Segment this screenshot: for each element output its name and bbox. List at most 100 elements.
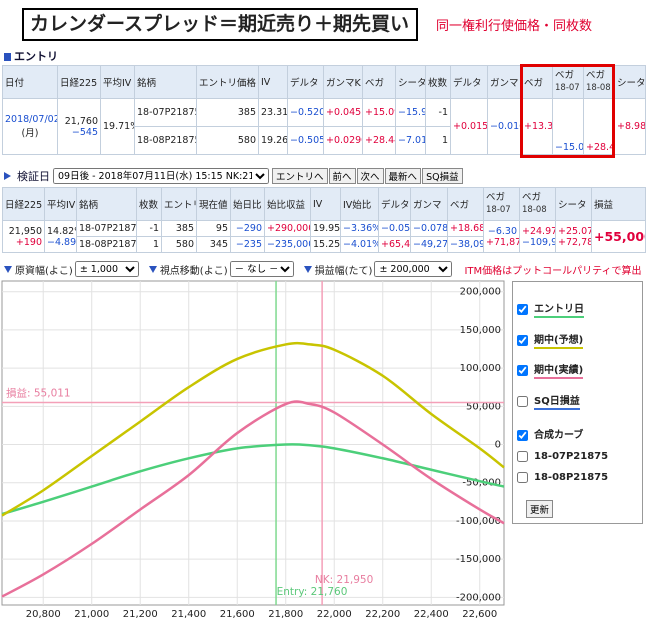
value: +8.98	[617, 121, 646, 132]
verify-date-select[interactable]: 09日後 - 2018年07月11日(水) 15:15 NK:21950	[53, 168, 269, 184]
entry-table: 日付 日経225 平均IV 銘柄 エントリ価格 IV デルタ ガンマK ベガ シータ 枚数 デルタ ガン…	[2, 65, 646, 155]
checkbox[interactable]	[517, 429, 528, 441]
row: 18-08P2187558019.26%−0.505+0.0290+28.44−…	[3, 126, 646, 155]
value: −49,276	[413, 239, 447, 250]
legend-label: エントリ日	[534, 303, 584, 318]
x-tick-label: 21,600	[220, 609, 255, 620]
y-tick-label: -200,000	[456, 592, 501, 603]
legend-label: 期中(予想)	[534, 334, 584, 349]
update-button[interactable]: 更新	[526, 500, 554, 518]
toolbar-button[interactable]: エントリへ	[272, 168, 328, 184]
header-cell: 損益	[591, 187, 646, 221]
checkbox[interactable]	[517, 303, 528, 315]
control-select[interactable]: ± 200,000	[374, 261, 453, 277]
header-row: 日経225平均IV銘柄枚数エントリ現在値始日比始比収益IVIV始比デルタガンマベ…	[2, 187, 646, 221]
x-tick-label: 22,600	[462, 609, 497, 620]
value: −0.520	[290, 107, 324, 118]
control-note: ITM価格はプットコールパリティで算出	[464, 265, 642, 277]
value: +290,000	[267, 223, 311, 234]
section-label: エントリ	[14, 50, 58, 63]
icon	[303, 265, 312, 273]
checkbox[interactable]	[517, 450, 528, 462]
cell: −15.99	[395, 98, 426, 127]
checkbox[interactable]	[517, 471, 528, 483]
header-cell: 始日比	[230, 187, 265, 221]
y-tick-label: -50,000	[462, 478, 501, 489]
cell: −235,000	[264, 236, 311, 253]
cell: 95	[196, 220, 231, 237]
toolbar-button[interactable]: 次へ	[356, 168, 384, 184]
header-cell: 日経225	[57, 65, 101, 99]
header-cell: シータ	[555, 187, 592, 221]
cell: −0.0782	[410, 220, 448, 237]
legend-item: 18-07P21875	[517, 450, 608, 465]
y-tick-label: 50,000	[466, 401, 501, 412]
nk-label: NK: 21,950	[315, 574, 373, 586]
cell: +15.09	[362, 98, 396, 127]
value: 1	[441, 135, 448, 146]
checkbox[interactable]	[517, 334, 528, 346]
checkbox[interactable]	[517, 395, 528, 407]
value: 345	[209, 239, 228, 250]
toolbar-button[interactable]: 前へ	[328, 168, 356, 184]
value: 95	[215, 223, 228, 234]
value: +15.09	[365, 107, 395, 118]
cell: 385	[196, 98, 259, 127]
header-cell: ベガ 18-07	[483, 187, 520, 221]
x-tick-label: 22,200	[365, 609, 400, 620]
value: (月)	[21, 128, 39, 139]
y-tick-label: 0	[495, 440, 501, 451]
cell: −0.054	[378, 220, 411, 237]
value: −3.36%	[343, 223, 379, 234]
value: 18-08P21875	[137, 135, 197, 146]
header-cell: IV	[258, 65, 288, 99]
value: +25.07	[558, 225, 592, 237]
cell: 19.95%	[310, 220, 341, 237]
x-tick-label: 22,400	[414, 609, 449, 620]
cell: +55,000	[591, 220, 646, 253]
value: −7.01	[398, 135, 426, 146]
header-label: ベガ	[486, 192, 506, 203]
legend-item: 期中(予想)	[517, 334, 584, 349]
header-cell: エントリ価格	[196, 65, 259, 99]
header-cell: ベガ 18-07	[552, 65, 584, 99]
header-cell: ベガ 18-08	[519, 187, 556, 221]
header-cell: 銘柄	[134, 65, 197, 99]
header-sub: 18-07	[555, 83, 580, 93]
control-select[interactable]: ± 1,000	[74, 261, 139, 277]
checkbox[interactable]	[517, 364, 528, 376]
cell: 23.31%	[258, 98, 288, 127]
entry-label: Entry: 21,760	[277, 586, 348, 598]
cell: +24.97−109,963	[519, 220, 556, 253]
cell: +28.44	[362, 126, 396, 155]
header-cell: 日経225	[2, 187, 45, 221]
cell: 1	[425, 126, 451, 155]
value: -1	[149, 223, 159, 234]
x-tick-label: 22,000	[317, 609, 352, 620]
header-cell: デルタ	[378, 187, 411, 221]
header-label: ベガ	[586, 70, 606, 81]
cell: +290,000	[264, 220, 311, 237]
control-select[interactable]: － なし －	[229, 261, 294, 277]
y-tick-label: -100,000	[456, 516, 501, 527]
header-cell: 始比収益	[264, 187, 311, 221]
value: −0.054	[381, 223, 411, 234]
header-cell: シータ	[395, 65, 426, 99]
cell: 14.82%−4.89%	[44, 220, 77, 253]
body: 2018/07/02(月)21,760−54519.71%18-07P21875…	[2, 98, 646, 155]
value: 14.82%	[47, 225, 76, 237]
value: 18-07P21875	[79, 223, 137, 234]
toolbar-button[interactable]: SQ損益	[422, 168, 463, 184]
y-tick-label: 100,000	[460, 363, 501, 374]
verify-toolbar: 検証日 09日後 - 2018年07月11日(水) 15:15 NK:21950…	[4, 168, 463, 184]
value: −4.01%	[343, 239, 379, 250]
legend-label: 合成カーブ	[534, 430, 584, 441]
pl-label: 損益: 55,011	[6, 386, 71, 399]
value: +28.44	[365, 135, 395, 146]
header-cell: 銘柄	[76, 187, 137, 221]
cell: 18-08P21875	[76, 236, 137, 253]
value: −235	[235, 239, 262, 250]
value: +13.36	[524, 121, 552, 132]
cell: 2018/07/02 (月)	[2, 98, 58, 155]
toolbar-button[interactable]: 最新へ	[384, 168, 422, 184]
